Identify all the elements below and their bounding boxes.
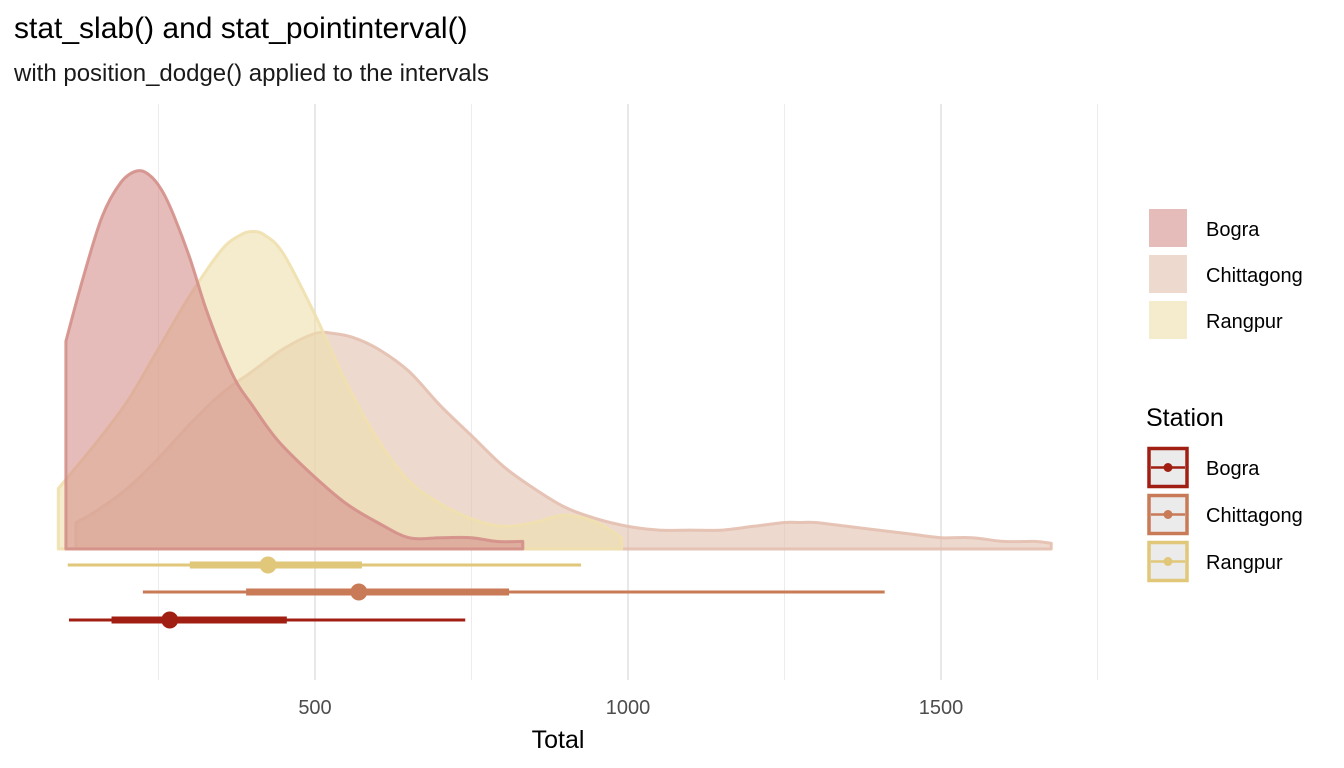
interval-rangpur <box>67 556 582 574</box>
slab-legend-key <box>1149 209 1187 247</box>
x-tick-label: 1500 <box>919 697 964 719</box>
chart-subtitle: with position_dodge() applied to the int… <box>14 60 489 87</box>
slab-legend-key <box>1149 255 1187 293</box>
slab-legend-label: Chittagong <box>1206 265 1303 287</box>
slab-legend-label: Bogra <box>1206 219 1260 241</box>
x-tick-label: 500 <box>298 697 331 719</box>
slab-legend: Bogra Chittagong Rangpur <box>1149 209 1303 339</box>
slab-legend-label: Rangpur <box>1206 311 1283 333</box>
interval-legend-point <box>1163 463 1173 472</box>
density-slabs <box>56 169 1053 551</box>
interval-legend-label: Chittagong <box>1206 505 1303 527</box>
point-intervals <box>67 556 885 629</box>
median-point <box>259 556 277 574</box>
interval-legend-label: Bogra <box>1206 458 1260 480</box>
slab-bogra <box>64 169 525 551</box>
interval-legend: Station Bogra Chittagong Rangpur <box>1146 404 1303 583</box>
legend-title: Station <box>1146 404 1224 432</box>
chart-title: stat_slab() and stat_pointinterval() <box>14 12 468 45</box>
interval-legend-point <box>1163 510 1173 519</box>
interval-legend-point <box>1163 557 1173 566</box>
x-tick-label: 1000 <box>606 697 651 719</box>
interval-chittagong <box>142 583 885 601</box>
x-axis-title: Total <box>532 726 585 754</box>
interval-bogra <box>68 611 466 629</box>
median-point <box>350 583 368 601</box>
interval-legend-label: Rangpur <box>1206 552 1283 574</box>
median-point <box>161 611 179 629</box>
slab-legend-key <box>1149 301 1187 339</box>
x-axis: 500 1000 1500 <box>298 697 963 719</box>
